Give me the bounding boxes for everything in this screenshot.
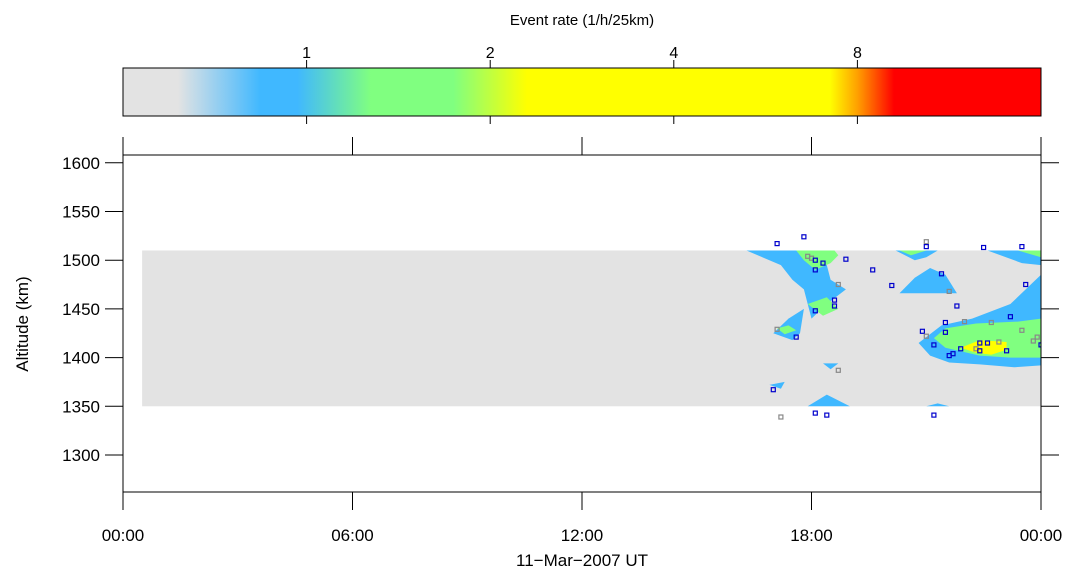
event-marker (988, 319, 994, 326)
event-marker (835, 367, 841, 373)
contour-blue (823, 363, 839, 370)
plot-content (142, 234, 1041, 420)
event-marker (980, 244, 987, 251)
contour-green (899, 250, 927, 256)
contour-blue (926, 403, 950, 407)
event-marker (958, 346, 964, 352)
x-tick-label: 18:00 (790, 526, 833, 545)
event-marker (919, 328, 926, 334)
event-marker (1030, 338, 1036, 344)
event-marker (961, 319, 968, 325)
event-marker (793, 334, 799, 340)
event-marker (984, 340, 991, 346)
event-marker (977, 340, 983, 346)
contour-yellow (960, 340, 1007, 355)
event-marker (812, 257, 818, 263)
event-marker (1007, 314, 1014, 320)
y-tick-label: 1500 (62, 251, 100, 270)
contour-blue (807, 394, 850, 407)
colorbar-ticks: 1 2 4 8 (302, 45, 862, 124)
event-marker (831, 297, 838, 303)
event-marker (889, 282, 895, 289)
event-marker (835, 281, 841, 288)
colorbar-gradient (122, 67, 1042, 117)
event-marker (931, 342, 937, 348)
colorbar-tick-label: 2 (486, 45, 495, 62)
colorbar-tick-label: 1 (302, 45, 311, 62)
event-marker (774, 241, 780, 247)
event-marker (1023, 281, 1029, 288)
coverage-region (142, 250, 1041, 407)
event-marker (923, 239, 929, 245)
event-marker (923, 333, 929, 339)
event-marker (942, 329, 949, 335)
contour-blue (773, 308, 804, 341)
x-axis-label: 11−Mar−2007 UT (516, 551, 648, 570)
y-tick-label: 1550 (62, 202, 100, 221)
event-marker (1038, 342, 1041, 348)
colorbar-tick-label: 8 (853, 45, 862, 62)
event-marker (831, 303, 838, 309)
colorbar-tick-label: 4 (669, 45, 678, 62)
event-marker (870, 267, 876, 273)
event-marker (843, 256, 849, 262)
y-tick-label: 1350 (62, 397, 100, 416)
event-marker (923, 244, 929, 250)
contour-green (1018, 250, 1041, 258)
event-marker (1019, 244, 1025, 250)
event-marker (946, 288, 952, 294)
colorbar-title: Event rate (1/h/25km) (510, 12, 654, 29)
y-axis: 1300 1350 1400 1450 1500 1550 1600 (62, 154, 1059, 465)
contour-blue (987, 250, 1041, 266)
event-marker (801, 234, 807, 240)
event-marker (931, 412, 937, 418)
contour-blue (899, 268, 957, 294)
y-tick-label: 1400 (62, 349, 100, 368)
x-axis: 00:00 06:00 12:00 18:00 00:00 (102, 137, 1063, 545)
event-marker (954, 303, 960, 309)
event-marker (942, 319, 949, 326)
event-marker (778, 414, 784, 420)
y-tick-label: 1450 (62, 300, 100, 319)
event-marker (938, 271, 945, 277)
colorbar: 1 2 4 8 (122, 45, 1042, 124)
event-marker (820, 260, 826, 266)
y-axis-label: Altitude (km) (13, 276, 32, 371)
x-tick-label: 12:00 (561, 526, 604, 545)
x-tick-label: 00:00 (1020, 526, 1063, 545)
x-tick-label: 00:00 (102, 526, 145, 545)
y-tick-label: 1600 (62, 154, 100, 173)
plot-area: 00:00 06:00 12:00 18:00 00:00 1300 1350 1400 14… (62, 137, 1062, 545)
event-marker (824, 412, 830, 418)
event-marker (770, 387, 776, 393)
event-marker (812, 410, 818, 416)
contour-green (777, 325, 797, 335)
event-marker (774, 326, 780, 332)
event-marker (812, 308, 818, 314)
event-marker (1034, 334, 1040, 340)
contour-blue (769, 381, 785, 389)
event-marker (977, 348, 983, 354)
contour-green (933, 318, 1041, 358)
event-marker (1019, 327, 1025, 333)
contour-green (807, 297, 839, 316)
event-marker (812, 267, 818, 273)
event-marker (996, 339, 1002, 345)
event-marker (946, 353, 952, 359)
y-tick-label: 1300 (62, 446, 100, 465)
x-tick-label: 06:00 (331, 526, 374, 545)
event-marker (1003, 348, 1010, 354)
